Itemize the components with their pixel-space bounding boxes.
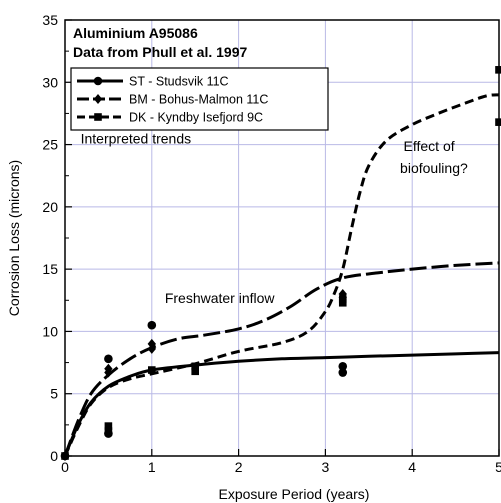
annotations: Interpreted trends Freshwater inflow Effec… [81, 130, 468, 305]
x-tick-label: 1 [148, 459, 156, 475]
annotation-1: Freshwater inflow [165, 290, 276, 306]
y-tick-label: 0 [50, 448, 58, 464]
legend-label-series-0: ST - Studsvik 11C [129, 75, 229, 89]
legend: ST - Studsvik 11C BM - Bohus-Malmon 11C DK… [70, 67, 329, 131]
data-points [60, 66, 501, 461]
data-point-series-0 [338, 362, 348, 371]
data-point-series-2 [338, 298, 347, 307]
trend-lines [65, 93, 499, 456]
legend-marker-series-2 [94, 113, 102, 121]
data-point-series-0 [338, 368, 348, 377]
y-axis-title: Corrosion Loss (microns) [6, 160, 22, 316]
data-point-series-1 [104, 367, 113, 378]
y-tick-label: 30 [42, 74, 58, 90]
annotation-2: Effect of [404, 138, 455, 154]
data-point-series-2 [104, 427, 113, 435]
x-tick-label: 5 [495, 459, 501, 475]
data-point-series-2 [495, 66, 501, 74]
y-tick-label: 25 [42, 137, 58, 153]
y-tick-label: 5 [50, 386, 58, 402]
data-point-series-2 [191, 367, 199, 376]
data-point-series-0 [147, 320, 157, 330]
data-point-series-2 [495, 118, 501, 126]
legend-label-series-2: DK - Kyndby Isefjord 9C [129, 111, 263, 125]
trend-line-series-1 [65, 261, 499, 456]
x-tick-label: 3 [322, 459, 330, 475]
y-tick-label: 15 [42, 261, 58, 277]
legend-label-series-1: BM - Bohus-Malmon 11C [129, 93, 268, 107]
annotation-3: biofouling? [400, 160, 468, 176]
legend-marker-series-0 [93, 76, 103, 86]
chart-title-line-1: Aluminium A95086 [73, 25, 198, 41]
y-tick-label: 20 [42, 199, 58, 215]
data-point-series-2 [104, 422, 113, 430]
x-tick-label: 0 [61, 459, 69, 475]
y-tick-label: 10 [42, 323, 58, 339]
data-point-series-2 [148, 366, 156, 374]
axis-ticks: 0 1 2 3 4 5 0 5 10 15 20 25 30 35 [42, 12, 501, 475]
data-point-series-0 [104, 354, 113, 364]
chart-title-line-2: Data from Phull et al. 1997 [73, 44, 247, 60]
y-tick-label: 35 [42, 12, 58, 28]
data-point-series-2 [191, 362, 199, 371]
x-tick-label: 4 [408, 459, 416, 475]
legend-marker-series-1 [93, 94, 103, 104]
data-point-series-1 [147, 343, 156, 354]
x-axis-title: Exposure Period (years) [219, 486, 370, 502]
trend-line-series-2 [65, 93, 499, 456]
annotation-0: Interpreted trends [81, 130, 192, 146]
x-tick-label: 2 [235, 459, 243, 475]
